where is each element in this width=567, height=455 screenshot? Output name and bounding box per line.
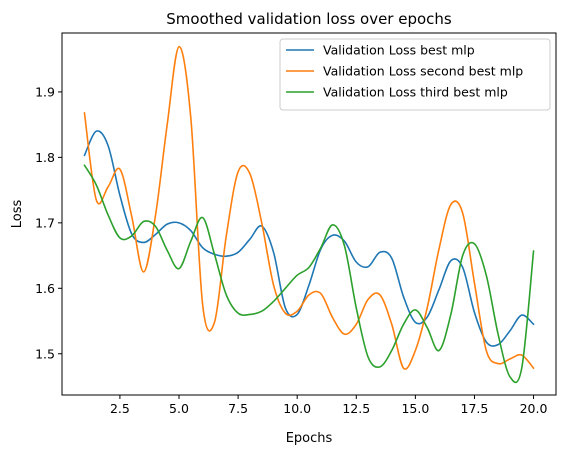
x-tick-label: 15.0	[401, 401, 429, 416]
x-tick-label: 17.5	[461, 401, 489, 416]
series-group	[83, 45, 535, 384]
y-tick-label: 1.5	[35, 346, 55, 361]
y-tick-label: 1.8	[35, 150, 55, 165]
x-tick-label: 5.0	[169, 401, 189, 416]
x-tick-label: 7.5	[228, 401, 248, 416]
legend-box	[279, 38, 551, 111]
x-tick-label: 2.5	[110, 401, 130, 416]
chart-title: Smoothed validation loss over epochs	[166, 10, 452, 28]
x-tick-label: 20.0	[520, 401, 548, 416]
y-axis: 1.5 1.6 1.7 1.8 1.9	[35, 84, 62, 361]
axes-frame	[61, 32, 557, 396]
x-axis: 2.5 5.0 7.5 10.0 12.5 15.0 17.5 20.0	[110, 395, 548, 416]
x-tick-label: 10.0	[283, 401, 311, 416]
legend-label-1: Validation Loss best mlp	[323, 43, 475, 58]
y-axis-label: Loss	[10, 200, 25, 229]
y-tick-label: 1.9	[35, 84, 55, 99]
y-tick-label: 1.7	[35, 215, 55, 230]
legend-label-2: Validation Loss second best mlp	[323, 64, 523, 79]
series-line-2	[83, 45, 535, 370]
legend: Validation Loss best mlp Validation Loss …	[279, 38, 551, 111]
x-axis-label: Epochs	[286, 431, 333, 446]
x-tick-label: 12.5	[342, 401, 370, 416]
legend-label-3: Validation Loss third best mlp	[323, 85, 508, 100]
y-tick-label: 1.6	[35, 281, 55, 296]
series-line-3	[83, 164, 535, 384]
